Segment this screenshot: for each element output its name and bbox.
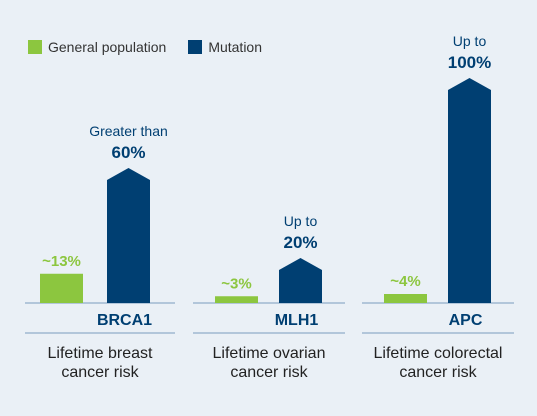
bar-general-mlh1 — [215, 296, 258, 303]
legend-swatch-mutation — [188, 40, 203, 54]
data-label-mutation-value-brca1: 60% — [111, 143, 145, 162]
data-label-mutation-prefix-brca1: Greater than — [89, 123, 168, 139]
legend-swatch-general — [28, 40, 42, 54]
bar-general-apc — [384, 294, 427, 303]
data-label-general-brca1: ~13% — [42, 253, 81, 270]
data-label-mutation-value-mlh1: 20% — [283, 233, 317, 252]
legend-item-mutation: Mutation — [188, 39, 262, 55]
data-label-mutation-value-apc: 100% — [448, 53, 491, 72]
data-label-general-apc: ~4% — [390, 273, 420, 290]
bar-mutation-apc — [448, 78, 491, 303]
data-label-mutation-prefix-apc: Up to — [453, 33, 487, 49]
category-label-line2: cancer risk — [399, 364, 477, 381]
legend-label-mutation: Mutation — [208, 39, 263, 55]
gene-label-mlh1: MLH1 — [275, 312, 319, 329]
data-label-mutation-prefix-mlh1: Up to — [284, 213, 318, 229]
category-label-line2: cancer risk — [230, 364, 308, 381]
category-label-line1: Lifetime colorectal — [374, 345, 503, 362]
data-label-general-mlh1: ~3% — [221, 275, 251, 292]
bar-mutation-mlh1 — [279, 258, 322, 303]
legend-item-general: General population — [28, 39, 166, 55]
category-label-line2: cancer risk — [61, 364, 139, 381]
gene-label-brca1: BRCA1 — [97, 312, 152, 329]
category-label-line1: Lifetime ovarian — [213, 345, 326, 362]
legend-label-general: General population — [48, 39, 167, 55]
gene-label-apc: APC — [449, 312, 483, 329]
legend: General population Mutation — [28, 39, 284, 55]
bar-mutation-brca1 — [107, 168, 150, 303]
category-label-line1: Lifetime breast — [48, 345, 153, 362]
bar-general-brca1 — [40, 273, 83, 303]
